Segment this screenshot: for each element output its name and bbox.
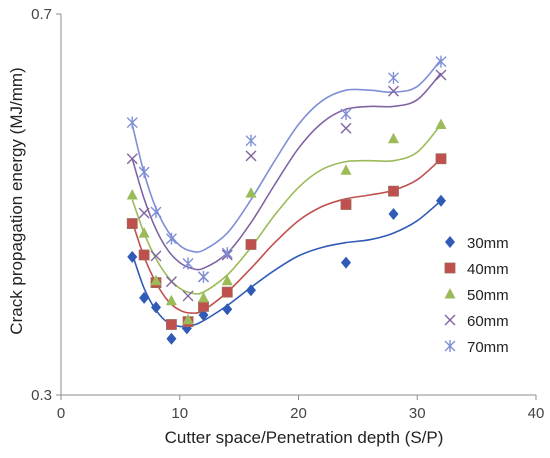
legend: 30mm 40mm 50mm 60mm 70mm [444, 235, 509, 356]
series-70mm [126, 55, 447, 283]
data-point-30mm [151, 301, 161, 314]
data-point-40mm [340, 199, 352, 210]
data-point-60mm [165, 276, 177, 288]
legend-item-70mm: 70mm [444, 339, 509, 356]
legend-marker-30mm [445, 236, 455, 248]
data-point-40mm [166, 319, 177, 330]
legend-marker-60mm [444, 314, 456, 326]
data-point-40mm [245, 239, 257, 250]
data-points [126, 55, 447, 345]
legend-marker-70mm [444, 340, 456, 352]
x-tick-label: 30 [409, 405, 426, 422]
data-point-70mm [435, 55, 447, 68]
data-point-30mm [436, 194, 446, 207]
series-50mm [126, 118, 447, 325]
fit-curve-40mm [131, 158, 442, 314]
x-tick-label: 0 [57, 405, 65, 422]
x-tick-label: 20 [290, 405, 307, 422]
data-point-30mm [246, 284, 256, 297]
data-point-50mm [435, 118, 447, 129]
data-point-30mm [166, 332, 177, 345]
data-point-50mm [182, 313, 194, 325]
data-point-70mm [138, 166, 150, 179]
fit-curve-60mm [131, 72, 442, 271]
fit-curve-70mm [131, 59, 442, 253]
data-point-40mm [126, 218, 138, 229]
data-point-60mm [388, 85, 399, 97]
data-point-50mm [126, 188, 138, 200]
data-point-50mm [388, 132, 399, 144]
data-point-50mm [150, 274, 162, 286]
data-point-30mm [139, 291, 150, 304]
x-tick-label: 10 [171, 405, 188, 422]
y-tick-label: 0.7 [31, 6, 52, 23]
x-axis-title: Cutter space/Penetration depth (S/P) [165, 428, 444, 447]
data-point-70mm [165, 232, 177, 245]
legend-label: 30mm [467, 235, 509, 252]
data-point-30mm [222, 303, 233, 316]
data-point-70mm [150, 206, 162, 219]
legend-marker-50mm [444, 288, 456, 299]
axis-ticks: 0 10 20 30 40 0.3 0.7 [31, 6, 544, 422]
legend-item-30mm: 30mm [445, 235, 509, 252]
data-point-30mm [127, 250, 138, 263]
y-tick-label: 0.3 [31, 387, 52, 404]
data-point-60mm [435, 69, 447, 81]
legend-label: 50mm [467, 287, 509, 304]
legend-item-50mm: 50mm [444, 287, 509, 304]
data-point-40mm [198, 301, 209, 312]
data-point-70mm [198, 270, 209, 283]
data-point-60mm [245, 150, 257, 162]
legend-marker-40mm [444, 262, 456, 274]
legend-item-40mm: 40mm [444, 261, 509, 278]
y-axis-title: Crack propagation energy (MJ/mm) [7, 67, 26, 334]
data-point-40mm [138, 249, 150, 261]
legend-label: 60mm [467, 313, 509, 330]
data-point-60mm [150, 250, 162, 262]
data-point-70mm [340, 108, 352, 121]
data-point-50mm [138, 227, 150, 238]
data-point-40mm [388, 185, 399, 197]
data-point-40mm [435, 153, 447, 165]
data-point-70mm [245, 134, 257, 147]
data-point-70mm [221, 247, 233, 260]
data-point-30mm [341, 256, 351, 269]
x-tick-label: 40 [528, 405, 545, 422]
data-point-60mm [340, 122, 352, 134]
data-point-40mm [221, 286, 233, 298]
data-point-50mm [340, 164, 352, 175]
legend-item-60mm: 60mm [444, 313, 509, 330]
data-point-50mm [165, 294, 177, 306]
data-point-60mm [182, 290, 194, 302]
legend-label: 40mm [467, 261, 509, 278]
data-point-70mm [182, 257, 194, 270]
data-point-60mm [138, 207, 150, 219]
series-30mm [127, 194, 446, 345]
data-point-70mm [126, 116, 138, 129]
data-point-70mm [388, 71, 399, 84]
series-60mm [126, 69, 447, 302]
data-point-30mm [388, 208, 399, 221]
data-point-50mm [221, 274, 233, 286]
data-point-50mm [198, 291, 209, 303]
data-point-60mm [126, 153, 138, 165]
data-point-30mm [198, 308, 209, 321]
legend-label: 70mm [467, 339, 509, 356]
data-point-50mm [245, 187, 257, 198]
